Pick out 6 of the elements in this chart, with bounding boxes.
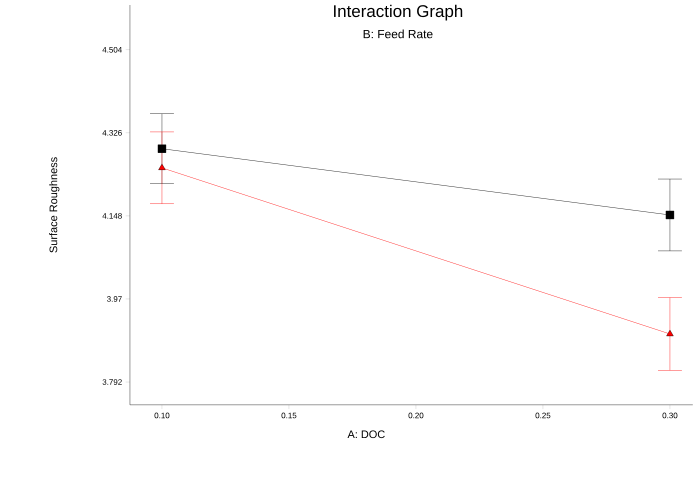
x-axis-title: A: DOC: [348, 430, 385, 438]
point: [158, 144, 166, 153]
chart-title: Interaction Graph: [334, 4, 462, 21]
point: [666, 210, 674, 220]
y-axis-title: Surface Roughness: [49, 157, 60, 253]
text: B: Feed Rate: [364, 30, 433, 38]
